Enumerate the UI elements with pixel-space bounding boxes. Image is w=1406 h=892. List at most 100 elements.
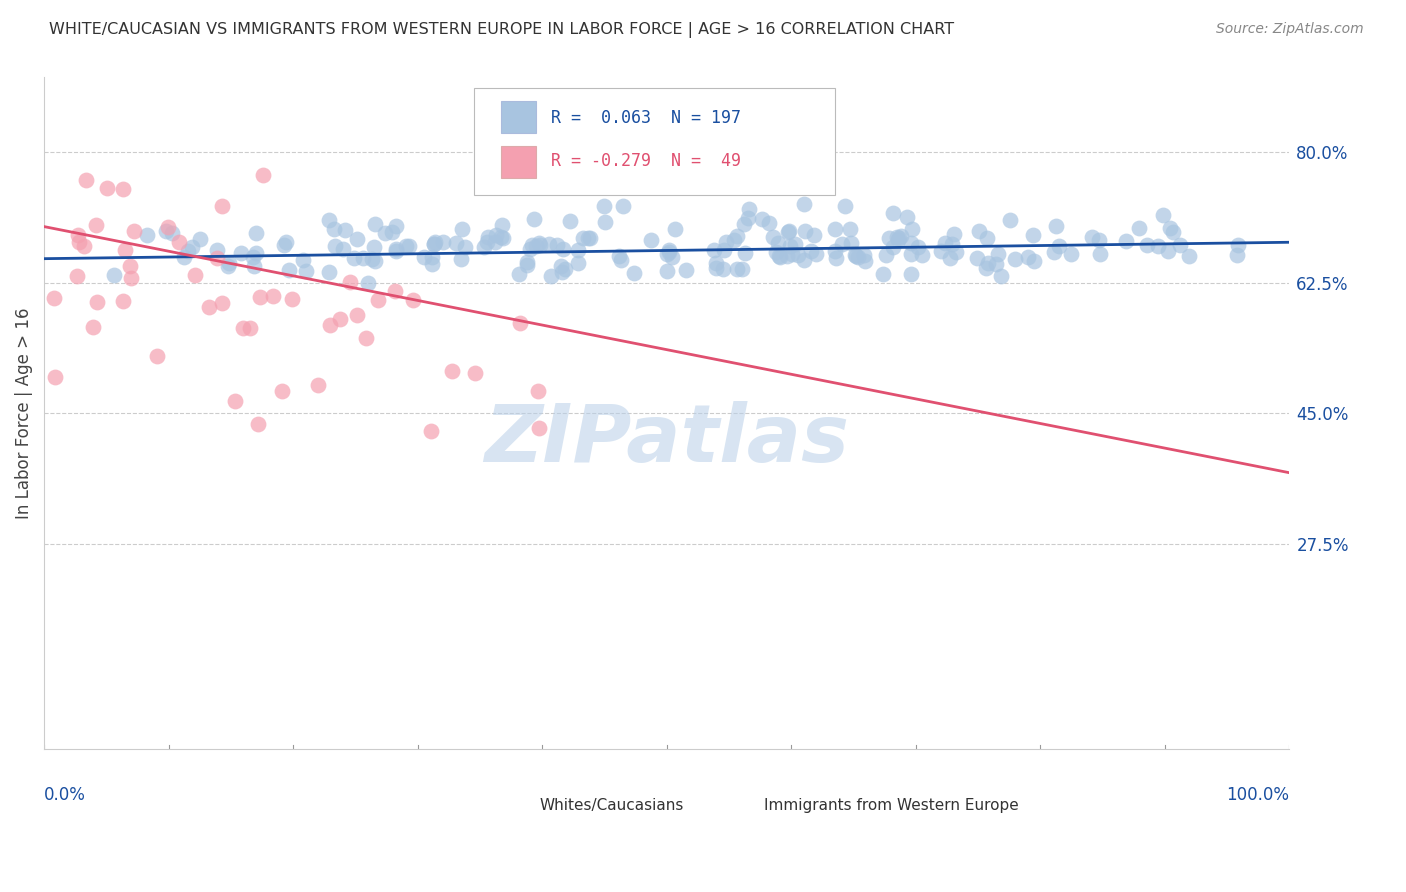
Point (1045, 219, 1067, 234)
Point (398, 238, 420, 252)
Point (1017, 251, 1039, 265)
Point (66, 269, 89, 284)
Point (1163, 226, 1185, 240)
Point (794, 223, 817, 237)
Point (538, 236, 561, 251)
Point (245, 226, 267, 240)
Point (491, 229, 513, 244)
Point (224, 394, 246, 409)
Point (1128, 220, 1150, 235)
Point (66, 227, 89, 242)
Point (572, 231, 595, 245)
Point (939, 251, 962, 265)
Point (714, 235, 737, 250)
Point (731, 262, 754, 277)
Point (607, 249, 630, 263)
Point (484, 235, 506, 250)
Point (824, 222, 846, 236)
Point (844, 248, 866, 262)
Point (432, 235, 454, 249)
Point (122, 224, 145, 238)
Point (485, 227, 508, 242)
Point (364, 253, 387, 268)
Point (725, 229, 748, 244)
Point (451, 222, 474, 236)
Point (990, 268, 1012, 283)
Point (211, 199, 233, 213)
Point (831, 236, 853, 251)
Point (853, 254, 876, 268)
Point (1088, 247, 1111, 261)
Point (274, 235, 297, 249)
Point (475, 235, 498, 249)
Point (738, 202, 761, 217)
Point (446, 236, 468, 251)
Point (1226, 248, 1249, 262)
Point (974, 260, 997, 275)
Point (882, 206, 904, 220)
Point (86, 295, 108, 310)
Point (734, 246, 756, 260)
Point (703, 244, 725, 258)
Point (217, 260, 239, 274)
Point (1168, 238, 1191, 252)
Point (82, 319, 104, 334)
Point (520, 237, 543, 252)
Point (640, 233, 662, 247)
Point (423, 237, 446, 252)
Point (609, 253, 631, 268)
Point (146, 349, 169, 363)
Point (67, 235, 90, 250)
Point (998, 213, 1021, 227)
Point (420, 425, 443, 439)
Point (824, 244, 846, 259)
Point (374, 226, 396, 240)
Point (793, 253, 815, 268)
Text: Whites/Caucasians: Whites/Caucasians (540, 798, 685, 814)
Point (713, 244, 735, 258)
Point (323, 221, 346, 235)
Point (242, 250, 264, 264)
Point (450, 252, 472, 266)
Point (292, 252, 315, 267)
Point (491, 218, 513, 232)
Point (655, 246, 678, 260)
Point (845, 249, 868, 263)
Point (762, 229, 785, 244)
Point (900, 267, 922, 281)
Point (1088, 233, 1111, 247)
Point (441, 363, 464, 377)
FancyBboxPatch shape (728, 796, 756, 816)
Point (188, 232, 211, 246)
Point (879, 231, 901, 245)
Point (180, 240, 202, 254)
Point (318, 213, 340, 227)
Point (84, 218, 107, 232)
Point (848, 250, 870, 264)
Point (420, 257, 443, 271)
Point (384, 284, 406, 298)
Point (976, 231, 998, 245)
Point (75, 173, 97, 187)
Point (173, 250, 195, 264)
Point (103, 268, 125, 283)
Point (425, 235, 447, 249)
Point (987, 247, 1010, 261)
Point (853, 248, 876, 262)
Point (346, 232, 368, 246)
Point (245, 245, 267, 260)
Point (825, 252, 848, 266)
Point (246, 417, 269, 431)
Point (523, 211, 546, 226)
Point (1043, 244, 1066, 259)
Point (800, 244, 823, 258)
Point (243, 259, 266, 273)
Point (385, 244, 408, 258)
Point (793, 196, 815, 211)
Point (872, 267, 894, 281)
Point (229, 246, 252, 260)
Point (900, 236, 922, 251)
Point (477, 230, 499, 244)
Point (339, 275, 361, 289)
Point (593, 215, 616, 229)
